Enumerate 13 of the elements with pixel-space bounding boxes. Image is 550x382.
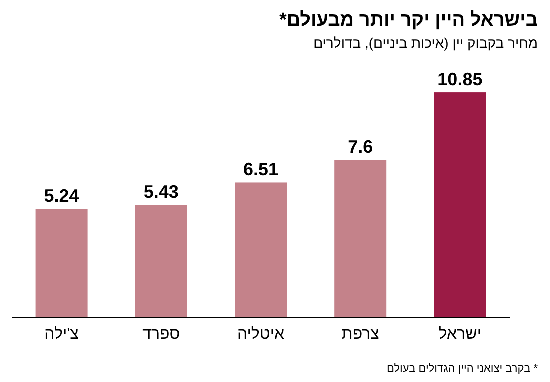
- x-label: צ'ילה: [44, 326, 79, 343]
- x-label: ישראל: [438, 326, 482, 343]
- data-label: 6.51: [243, 160, 279, 180]
- data-label: 5.24: [44, 186, 80, 206]
- data-label: 10.85: [438, 70, 483, 90]
- x-label: צרפת: [342, 326, 380, 343]
- annotation: * בקרב יצואני היין הגדולים בעולם: [386, 363, 538, 375]
- x-label: ספרד: [142, 326, 180, 343]
- title: בישראל היין יקר יותר מבעולם*: [279, 10, 538, 31]
- x-label: איטליה: [237, 326, 285, 343]
- data-label: 5.43: [144, 182, 179, 202]
- data-label: 7.6: [348, 137, 374, 158]
- subtitle: מחיר בקבוק יין (איכות ביניים), בדולרים: [314, 35, 538, 51]
